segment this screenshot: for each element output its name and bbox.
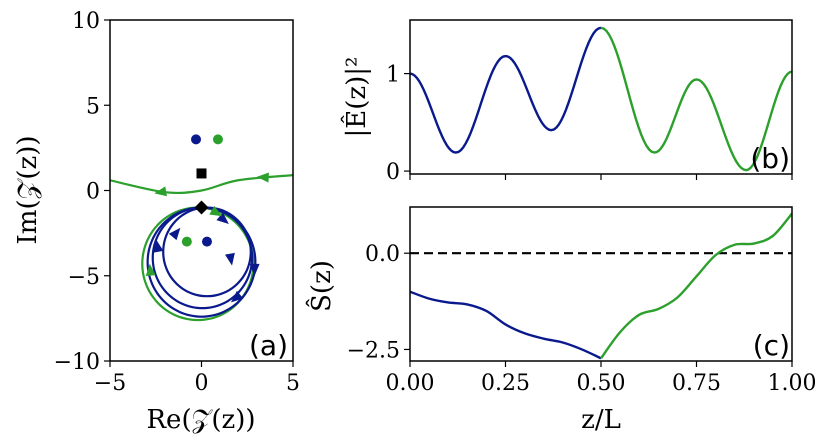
- panel-a-flow-arrow: [154, 186, 167, 197]
- panel-a-square-marker: [196, 168, 207, 179]
- panel-c-ylabel: Ŝ(z): [305, 260, 337, 312]
- panel-a-xlabel: Re(𝒵(z)): [146, 405, 255, 435]
- panel-c-xtick-label: 0.75: [672, 371, 721, 396]
- panel-a-flow-arrow: [153, 239, 164, 253]
- panel-b-series-blue: [410, 26, 602, 154]
- panel-a-flow-arrow: [230, 290, 244, 303]
- panel-c: 0.00 0.25 0.50 0.75 1.00 −2.5 0.0 (c) z/L Ŝ(z): [305, 206, 817, 435]
- panel-b: 0 1 (b) |Ê(z)|²: [340, 19, 793, 185]
- panel-c-xtick-label: 0.00: [386, 371, 435, 396]
- panel-a-xtick-label: −5: [94, 371, 126, 396]
- panel-c-ytick-label: −2.5: [347, 338, 400, 363]
- panel-a-blue-orbit-inner: [162, 206, 252, 298]
- panel-a-ytick-label: −10: [54, 350, 100, 375]
- panel-a-flow-arrow: [168, 227, 181, 241]
- panel-a-green-pole-upper: [212, 134, 223, 145]
- panel-c-series-blue: [410, 290, 602, 360]
- panel-a-ytick-label: −5: [68, 265, 100, 290]
- panel-a-flow-arrow: [225, 252, 235, 266]
- panel-c-xlabel: z/L: [581, 405, 621, 435]
- panel-a-diamond-marker: [194, 200, 209, 215]
- panel-a-flow-arrow: [256, 172, 269, 183]
- panel-a-label: (a): [249, 329, 288, 362]
- panel-a-xtick-label: 0: [195, 371, 209, 396]
- panel-b-label: (b): [750, 142, 790, 175]
- panel-a-blue-pole-lower: [201, 236, 212, 247]
- panel-b-ytick-label: 0: [386, 160, 400, 185]
- panel-a-ytick-label: 10: [72, 9, 100, 34]
- panel-a-blue-pole-upper: [191, 134, 202, 145]
- panel-c-xtick-label: 0.50: [577, 371, 626, 396]
- panel-b-ytick-label: 1: [386, 63, 400, 88]
- panel-a-ylabel: Im(𝒵(z)): [13, 136, 43, 245]
- panel-a-flow-arrow: [249, 263, 260, 276]
- panel-c-xtick-label: 1.00: [768, 371, 817, 396]
- panel-c-xtick-label: 0.25: [481, 371, 530, 396]
- panel-a-flow-arrow: [209, 205, 223, 217]
- panel-a-flow-arrow: [145, 263, 156, 277]
- panel-b-series-green: [600, 26, 792, 172]
- panel-a-ytick-label: 0: [86, 180, 100, 205]
- panel-b-ylabel: |Ê(z)|²: [340, 57, 372, 138]
- panel-a-green-pole-lower: [181, 236, 192, 247]
- panel-a-flow-arrow: [216, 212, 229, 224]
- panel-c-series-green: [600, 212, 792, 360]
- panel-a-ytick-label: 5: [86, 94, 100, 119]
- panel-a-xtick-label: 5: [286, 371, 300, 396]
- panel-c-frame: [409, 206, 793, 362]
- panel-c-label: (c): [753, 329, 790, 362]
- panel-b-frame: [409, 19, 793, 175]
- panel-c-ytick-label: 0.0: [365, 242, 400, 267]
- panel-a-green-branch: [110, 174, 293, 195]
